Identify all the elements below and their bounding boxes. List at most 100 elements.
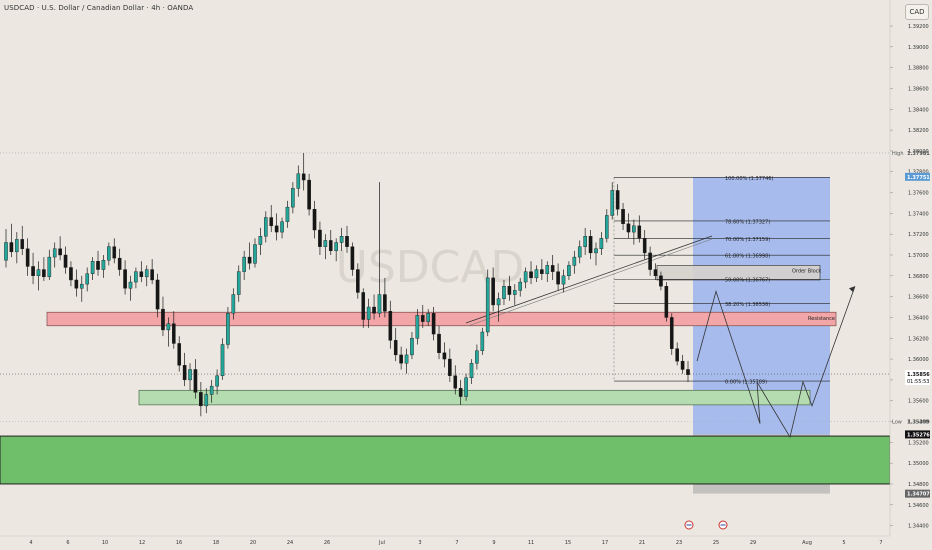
y-tick-label: 1.36800 [908,274,929,280]
candle-body [523,271,528,283]
low-price-tag: 1.35399 [907,420,930,426]
watermark: USDCAD [336,242,525,293]
candle-body [15,239,19,253]
fib-label: 50.00% (1.36767) [725,278,770,284]
candle-body [372,306,376,314]
candle-body [664,286,669,318]
candle-body [599,238,604,249]
x-tick-label: 3 [418,540,421,546]
candle-body [588,236,593,254]
candle-body [637,225,642,239]
candle-body [448,358,452,376]
candle-body [274,225,279,233]
x-tick-label: 11 [528,540,534,546]
candle-body [464,377,468,397]
candle-body [491,277,495,306]
candle-body [431,313,436,335]
candle-body [58,248,62,256]
candle-body [653,269,658,277]
low-price-tag-side: Low [892,420,902,426]
candle-body [529,271,533,279]
x-tick-label: 12 [139,540,145,546]
candle-body [518,281,523,291]
candle-body [247,256,252,264]
candle-body [231,294,236,314]
box-bottom-price-tag: 1.34707 [907,492,930,498]
candle-body [669,317,674,349]
candle-body [334,242,338,252]
candle-body [269,217,274,227]
candle-body [171,323,176,344]
candle-body [107,246,111,261]
candle-body [686,369,690,375]
candle-body [507,286,512,295]
x-tick-label: 20 [250,540,256,546]
candle-body [117,257,122,270]
candle-body [236,271,241,295]
y-tick-label: 1.37000 [908,253,929,259]
candle-body [383,294,387,312]
y-tick-label: 1.36200 [908,336,929,342]
candle-body [404,354,409,364]
fib-label: 100.00% (1.37746) [725,176,773,182]
y-tick-label: 1.37200 [908,232,929,238]
candle-body [177,343,182,366]
candle-body [128,281,133,289]
candle-body [193,369,198,393]
current-price-tag-time: 01:55:53 [907,379,929,385]
box-mid-price-tag-bg [905,430,930,439]
candle-body [583,236,587,247]
x-tick-label: 10 [102,540,108,546]
candle-body [291,188,295,208]
x-tick-label: 5 [842,540,845,546]
y-tick-label: 1.35400 [908,420,929,426]
candle-body [534,269,539,279]
candle-body [415,315,420,339]
y-tick-label: 1.36600 [908,295,929,301]
order-block-label: Order Block [792,268,821,274]
candle-body [90,261,95,274]
trendline [465,235,713,324]
candle-body [545,265,550,274]
trendline-inner [467,238,713,327]
candle-body [410,338,414,356]
candle-body [220,344,225,376]
currency-button[interactable]: CAD [905,4,929,20]
y-tick-label: 1.39000 [908,45,929,51]
candle-body [74,279,79,289]
candle-body [350,246,355,270]
box-mid-price-tag: 1.35276 [907,432,930,438]
candle-body [496,298,501,306]
y-tick-label: 1.35200 [908,440,929,446]
candle-body [85,273,89,285]
candle-body [307,179,311,210]
candle-body [480,331,485,351]
candle-body [280,221,284,233]
major-support-zone [0,435,891,485]
x-tick-label: 17 [602,540,608,546]
candle-body [377,294,382,314]
candle-body [420,315,425,322]
candle-body [264,217,268,237]
y-tick-label: 1.37800 [908,170,929,176]
candle-body [361,292,366,320]
high-price-tag-side: High [892,151,904,157]
candle-body [123,269,127,289]
candle-body [659,275,663,287]
y-tick-label: 1.38600 [908,86,929,92]
y-tick-label: 1.39200 [908,24,929,30]
current-price-tag-bg [905,370,930,386]
y-tick-label: 1.34400 [908,524,929,530]
candle-body [4,242,8,261]
candle-body [296,173,301,189]
x-tick-label: 29 [750,540,756,546]
resistance-zone [46,311,837,327]
y-tick-label: 1.37400 [908,211,929,217]
candle-body [31,266,35,277]
candle-body [437,333,441,354]
candle-body [605,215,609,239]
candle-body [285,206,290,222]
candle-body [258,236,263,245]
